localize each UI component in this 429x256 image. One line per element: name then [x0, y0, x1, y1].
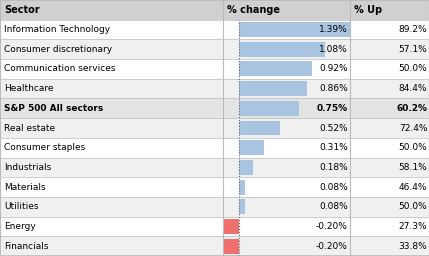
Text: Healthcare: Healthcare — [4, 84, 54, 93]
Text: 1.08%: 1.08% — [319, 45, 348, 54]
Bar — [0, 177, 429, 197]
Bar — [239, 61, 312, 76]
Text: Sector: Sector — [4, 5, 40, 15]
Bar — [0, 197, 429, 217]
Text: 0.52%: 0.52% — [319, 123, 348, 133]
Bar — [0, 118, 429, 138]
Text: S&P 500 All sectors: S&P 500 All sectors — [4, 104, 103, 113]
Text: 46.4%: 46.4% — [399, 183, 427, 191]
Bar — [0, 236, 429, 256]
Text: Consumer staples: Consumer staples — [4, 143, 85, 152]
Text: 0.75%: 0.75% — [317, 104, 348, 113]
Bar — [0, 217, 429, 236]
Bar — [239, 81, 308, 96]
Text: Real estate: Real estate — [4, 123, 55, 133]
Bar — [0, 0, 429, 20]
Bar — [239, 199, 245, 214]
Text: 0.92%: 0.92% — [319, 65, 348, 73]
Text: 0.08%: 0.08% — [319, 183, 348, 191]
Bar — [0, 99, 429, 118]
Bar — [0, 59, 429, 79]
Text: Financials: Financials — [4, 242, 49, 251]
Bar — [239, 22, 350, 37]
Text: 60.2%: 60.2% — [396, 104, 427, 113]
Text: Utilities: Utilities — [4, 202, 39, 211]
Bar — [223, 219, 239, 234]
Bar — [0, 138, 429, 157]
Text: 0.18%: 0.18% — [319, 163, 348, 172]
Text: % change: % change — [227, 5, 281, 15]
Bar — [239, 140, 264, 155]
Text: Communication services: Communication services — [4, 65, 116, 73]
Text: 1.39%: 1.39% — [319, 25, 348, 34]
Text: 0.31%: 0.31% — [319, 143, 348, 152]
Text: -0.20%: -0.20% — [316, 222, 348, 231]
Text: 0.08%: 0.08% — [319, 202, 348, 211]
Bar — [0, 79, 429, 99]
Text: % Up: % Up — [354, 5, 382, 15]
Text: 0.86%: 0.86% — [319, 84, 348, 93]
Bar — [0, 39, 429, 59]
Bar — [239, 180, 245, 195]
Text: 57.1%: 57.1% — [399, 45, 427, 54]
Bar — [239, 121, 281, 135]
Text: Information Technology: Information Technology — [4, 25, 110, 34]
Bar — [0, 20, 429, 39]
Text: 58.1%: 58.1% — [399, 163, 427, 172]
Bar — [223, 239, 239, 254]
Text: 50.0%: 50.0% — [399, 65, 427, 73]
Bar — [0, 157, 429, 177]
Text: 33.8%: 33.8% — [399, 242, 427, 251]
Text: -0.20%: -0.20% — [316, 242, 348, 251]
Bar — [239, 160, 254, 175]
Text: Energy: Energy — [4, 222, 36, 231]
Bar — [239, 42, 325, 57]
Text: Industrials: Industrials — [4, 163, 51, 172]
Text: Materials: Materials — [4, 183, 46, 191]
Text: Consumer discretionary: Consumer discretionary — [4, 45, 112, 54]
Bar — [239, 101, 299, 116]
Text: 84.4%: 84.4% — [399, 84, 427, 93]
Text: 89.2%: 89.2% — [399, 25, 427, 34]
Text: 27.3%: 27.3% — [399, 222, 427, 231]
Text: 50.0%: 50.0% — [399, 143, 427, 152]
Text: 50.0%: 50.0% — [399, 202, 427, 211]
Text: 72.4%: 72.4% — [399, 123, 427, 133]
